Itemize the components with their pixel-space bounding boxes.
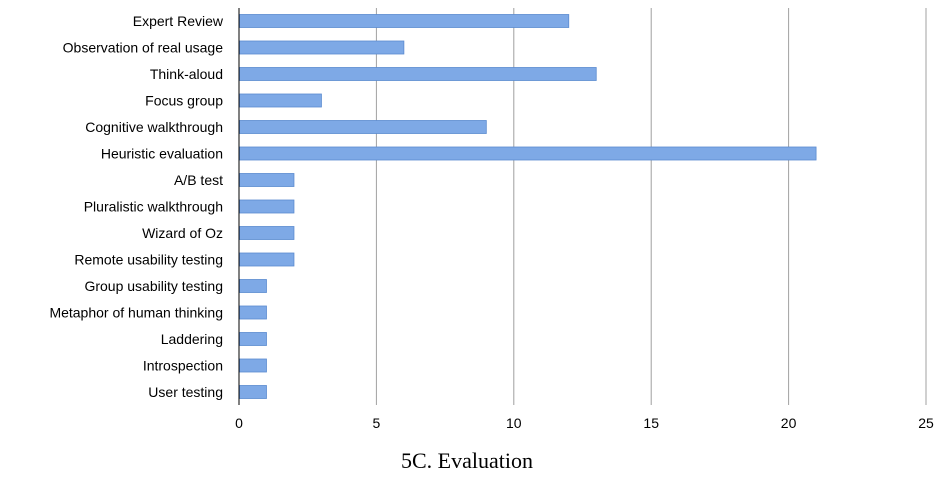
x-tick-label: 5: [373, 415, 381, 431]
x-tick-label: 10: [506, 415, 522, 431]
category-label: A/B test: [174, 172, 223, 188]
category-label: Pluralistic walkthrough: [84, 199, 223, 215]
category-labels: Expert Review Observation of real usage Th…: [49, 13, 223, 400]
category-label: Group usability testing: [84, 278, 223, 294]
category-label: Cognitive walkthrough: [85, 119, 223, 135]
category-label: Remote usability testing: [74, 252, 223, 268]
category-label: User testing: [148, 384, 223, 400]
x-tick-label: 20: [781, 415, 797, 431]
category-label: Wizard of Oz: [142, 225, 223, 241]
bar-think-aloud: [239, 67, 597, 81]
category-label: Laddering: [161, 331, 223, 347]
category-label: Observation of real usage: [63, 40, 224, 56]
bar-cognitive-walkthrough: [239, 120, 487, 134]
bar-introspection: [239, 358, 267, 373]
category-label: Metaphor of human thinking: [49, 305, 223, 321]
bar-metaphor-of-human-thinking: [239, 305, 267, 320]
x-tick-label: 25: [918, 415, 934, 431]
bar-a-b-test: [239, 173, 295, 187]
category-label: Focus group: [145, 93, 223, 109]
x-tick-labels: 0 5 10 15 20 25: [235, 415, 934, 431]
bar-laddering: [239, 332, 267, 346]
figure-caption: 5C. Evaluation: [401, 448, 533, 473]
bar-focus-group: [239, 93, 322, 108]
bar-expert-review: [239, 14, 570, 28]
category-label: Heuristic evaluation: [101, 146, 223, 162]
bar-wizard-of-oz: [239, 226, 295, 240]
category-label: Think-aloud: [150, 66, 223, 82]
bar-pluralistic-walkthrough: [239, 199, 295, 214]
bar-heuristic-evaluation: [239, 146, 817, 161]
bars: [239, 14, 817, 399]
bar-chart: Expert Review Observation of real usage Th…: [49, 8, 934, 431]
bar-user-testing: [239, 385, 267, 399]
bar-group-usability-testing: [239, 279, 267, 293]
x-tick-label: 0: [235, 415, 243, 431]
bar-observation-of-real-usage: [239, 40, 405, 55]
bar-remote-usability-testing: [239, 252, 295, 267]
category-label: Expert Review: [133, 13, 224, 29]
category-label: Introspection: [143, 358, 223, 374]
x-tick-label: 15: [643, 415, 659, 431]
